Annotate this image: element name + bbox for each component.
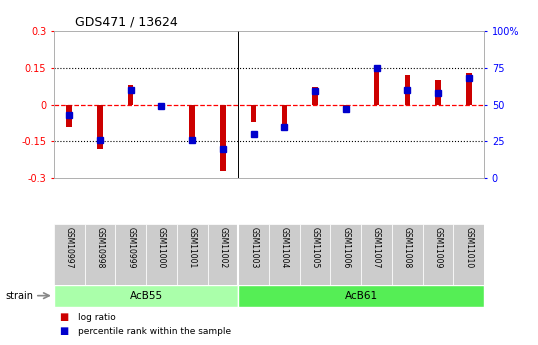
Bar [405,75,410,105]
Bar [330,224,361,285]
Bar [54,224,84,285]
Text: GSM11008: GSM11008 [403,227,412,268]
Bar [66,105,72,127]
Bar [97,105,103,149]
Bar [300,224,330,285]
Bar [189,105,195,144]
Text: GSM11001: GSM11001 [188,227,197,268]
Bar [343,105,349,110]
Text: log ratio: log ratio [78,313,116,322]
Text: GSM11009: GSM11009 [434,227,443,268]
Bar [269,224,300,285]
Text: GSM11007: GSM11007 [372,227,381,268]
Text: GSM11002: GSM11002 [218,227,228,268]
Bar [177,224,208,285]
Text: GSM11010: GSM11010 [464,227,473,268]
Bar [159,105,164,110]
Bar [208,224,238,285]
Bar [238,285,484,307]
Text: AcB61: AcB61 [345,291,378,301]
Bar [454,224,484,285]
Text: GSM11000: GSM11000 [157,227,166,268]
Bar [115,224,146,285]
Text: AcB55: AcB55 [130,291,162,301]
Bar [220,105,225,171]
Text: GSM11003: GSM11003 [249,227,258,268]
Bar [374,67,379,105]
Bar [361,224,392,285]
Bar [146,224,177,285]
Text: GSM11005: GSM11005 [310,227,320,268]
Text: GSM11004: GSM11004 [280,227,289,268]
Text: percentile rank within the sample: percentile rank within the sample [78,327,231,336]
Text: GSM10997: GSM10997 [65,227,74,268]
Text: GSM10998: GSM10998 [95,227,104,268]
Bar [313,88,318,105]
Bar [281,105,287,129]
Bar [423,224,454,285]
Bar [238,224,269,285]
Text: GDS471 / 13624: GDS471 / 13624 [75,16,178,29]
Text: ■: ■ [59,313,68,322]
Text: GSM11006: GSM11006 [341,227,350,268]
Text: GSM10999: GSM10999 [126,227,135,268]
Bar [392,224,423,285]
Bar [466,73,472,105]
Bar [251,105,257,122]
Bar [435,80,441,105]
Bar [54,285,238,307]
Text: strain: strain [5,291,33,301]
Text: ■: ■ [59,326,68,336]
Bar [84,224,115,285]
Bar [128,85,133,105]
